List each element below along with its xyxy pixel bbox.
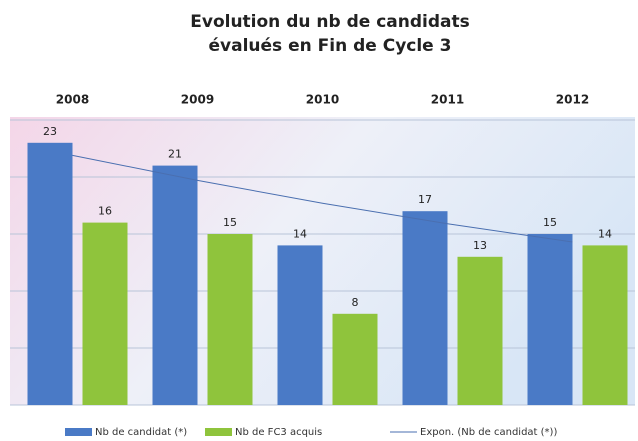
bar xyxy=(27,142,73,406)
trend-line xyxy=(72,154,573,243)
legend-label: Expon. (Nb de candidat (*)) xyxy=(420,427,557,438)
x-tick-label: 2010 xyxy=(306,93,339,107)
legend-swatch xyxy=(205,428,232,436)
x-tick-label: 2009 xyxy=(181,93,214,107)
data-label: 8 xyxy=(352,296,359,309)
chart-subtitle: évalués en Fin de Cycle 3 xyxy=(209,36,452,56)
data-label: 21 xyxy=(168,148,182,161)
legend-swatch xyxy=(65,428,92,436)
bar xyxy=(402,211,448,405)
data-label: 14 xyxy=(293,227,307,240)
data-label: 13 xyxy=(473,239,487,252)
data-label: 23 xyxy=(43,125,57,138)
data-label: 15 xyxy=(543,216,557,229)
x-tick-label: 2008 xyxy=(56,93,89,107)
bar xyxy=(527,234,573,405)
bar xyxy=(332,313,378,405)
data-label: 17 xyxy=(418,193,432,206)
legend-label: Nb de FC3 acquis xyxy=(235,427,322,438)
data-label: 14 xyxy=(598,227,612,240)
x-tick-label: 2011 xyxy=(431,93,464,107)
bar xyxy=(582,245,628,405)
data-label: 15 xyxy=(223,216,237,229)
bar xyxy=(277,245,323,405)
bar xyxy=(207,234,253,405)
bar xyxy=(152,165,198,405)
data-label: 16 xyxy=(98,205,112,218)
x-tick-label: 2012 xyxy=(556,93,589,107)
chart-title: Evolution du nb de candidats xyxy=(190,12,470,32)
bar xyxy=(82,222,128,405)
bar xyxy=(457,256,503,405)
legend-label: Nb de candidat (*) xyxy=(95,427,187,438)
